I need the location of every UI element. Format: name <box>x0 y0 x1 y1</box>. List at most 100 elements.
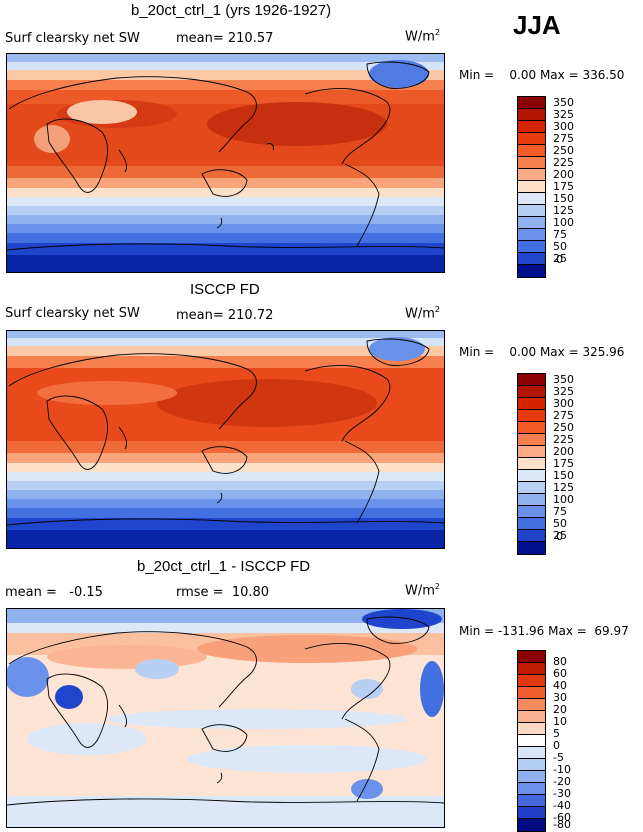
panel1-colorbar-tick: 125 <box>553 204 574 217</box>
panel3-colorbar-swatch <box>518 819 545 831</box>
panel1-colorbar-tick: 150 <box>553 192 574 205</box>
panel3-colorbar-swatch <box>518 771 545 783</box>
panel2-colorbar-tick: 0 <box>556 530 563 543</box>
panel1-minmax: Min = 0.00 Max = 336.50 <box>459 68 625 82</box>
panel2-colorbar-tick: 50 <box>553 517 567 530</box>
panel1-colorbar-swatch <box>518 217 545 229</box>
panel3-units: W/m2 <box>405 582 440 599</box>
panel1-colorbar-tick: 75 <box>553 228 567 241</box>
panel1-colorbar-tick: 250 <box>553 144 574 157</box>
panel2-colorbar-swatch <box>518 458 545 470</box>
panel2-colorbar-swatch <box>518 506 545 518</box>
panel1-units: W/m2 <box>405 28 440 45</box>
panel2-units: W/m2 <box>405 305 440 322</box>
panel3-rmse-label: rmse = 10.80 <box>176 585 270 600</box>
panel2-map <box>6 330 445 549</box>
panel1-colorbar-tick: 100 <box>553 216 574 229</box>
panel2-colorbar <box>517 373 546 555</box>
panel3-colorbar-tick: -80 <box>553 818 571 831</box>
panel2-colorbar-tick: 250 <box>553 421 574 434</box>
panel3-mean-label: mean = -0.15 <box>5 585 103 600</box>
panel1-colorbar <box>517 96 546 278</box>
panel1-colorbar-swatch <box>518 265 545 277</box>
panel2-colorbar-tick: 175 <box>553 457 574 470</box>
panel2-colorbar-swatch <box>518 422 545 434</box>
panel2-colorbar-swatch <box>518 470 545 482</box>
panel2-colorbar-tick: 25 <box>553 529 567 542</box>
panel2-colorbar-swatch <box>518 446 545 458</box>
panel1-colorbar-swatch <box>518 229 545 241</box>
panel2-colorbar-tick: 100 <box>553 493 574 506</box>
panel2-colorbar-tick: 125 <box>553 481 574 494</box>
panel2-variable-label: Surf clearsky net SW <box>5 306 140 321</box>
panel2-colorbar-swatch <box>518 542 545 554</box>
panel3-colorbar-tick: 40 <box>553 679 567 692</box>
panel3-colorbar-swatch <box>518 675 545 687</box>
panel2-colorbar-swatch <box>518 386 545 398</box>
panel1-colorbar-swatch <box>518 205 545 217</box>
panel3-colorbar-tick: -10 <box>553 763 571 776</box>
panel1-colorbar-tick: 50 <box>553 240 567 253</box>
panel1-colorbar-tick: 200 <box>553 168 574 181</box>
panel1-colorbar-tick: 0 <box>556 253 563 266</box>
panel3-colorbar-tick: 20 <box>553 703 567 716</box>
panel3-colorbar-swatch <box>518 795 545 807</box>
panel1-colorbar-tick: 325 <box>553 108 574 121</box>
panel1-colorbar-swatch <box>518 253 545 265</box>
panel1-colorbar-swatch <box>518 97 545 109</box>
panel3-colorbar-tick: 60 <box>553 667 567 680</box>
panel3-colorbar-swatch <box>518 711 545 723</box>
panel2-colorbar-tick: 225 <box>553 433 574 446</box>
panel3-colorbar-swatch <box>518 735 545 747</box>
panel1-colorbar-swatch <box>518 241 545 253</box>
panel3-colorbar-tick: -20 <box>553 775 571 788</box>
panel3-colorbar-tick: -30 <box>553 787 571 800</box>
panel2-colorbar-swatch <box>518 530 545 542</box>
panel3-colorbar <box>517 650 546 832</box>
panel2-colorbar-swatch <box>518 410 545 422</box>
panel3-colorbar-swatch <box>518 759 545 771</box>
panel2-colorbar-swatch <box>518 398 545 410</box>
panel1-map <box>6 53 445 273</box>
panel2-colorbar-swatch <box>518 518 545 530</box>
panel2-colorbar-tick: 325 <box>553 385 574 398</box>
panel2-colorbar-swatch <box>518 434 545 446</box>
panel3-colorbar-swatch <box>518 663 545 675</box>
panel1-variable-label: Surf clearsky net SW <box>5 31 140 46</box>
panel1-colorbar-swatch <box>518 157 545 169</box>
panel3-colorbar-swatch <box>518 723 545 735</box>
season-label: JJA <box>513 10 561 40</box>
panel3-colorbar-swatch <box>518 687 545 699</box>
panel1-colorbar-swatch <box>518 193 545 205</box>
panel1-colorbar-tick: 225 <box>553 156 574 169</box>
panel1-colorbar-swatch <box>518 169 545 181</box>
panel1-colorbar-swatch <box>518 121 545 133</box>
panel3-map <box>6 608 445 828</box>
panel1-colorbar-swatch <box>518 181 545 193</box>
panel3-colorbar-tick: 0 <box>553 739 560 752</box>
panel2-title: ISCCP FD <box>190 281 260 298</box>
panel1-colorbar-tick: 25 <box>553 252 567 265</box>
panel3-colorbar-tick: -40 <box>553 799 571 812</box>
panel2-colorbar-swatch <box>518 482 545 494</box>
panel1-colorbar-swatch <box>518 109 545 121</box>
panel3-colorbar-tick: -5 <box>553 751 564 764</box>
panel3-title: b_20ct_ctrl_1 - ISCCP FD <box>137 558 311 575</box>
panel1-colorbar-swatch <box>518 133 545 145</box>
panel2-colorbar-tick: 300 <box>553 397 574 410</box>
panel1-mean-label: mean= 210.57 <box>176 31 274 46</box>
panel3-colorbar-swatch <box>518 699 545 711</box>
panel2-colorbar-tick: 275 <box>553 409 574 422</box>
panel1-colorbar-swatch <box>518 145 545 157</box>
panel1-colorbar-tick: 275 <box>553 132 574 145</box>
panel3-colorbar-swatch <box>518 651 545 663</box>
panel2-colorbar-tick: 200 <box>553 445 574 458</box>
panel2-colorbar-tick: 75 <box>553 505 567 518</box>
panel3-colorbar-swatch <box>518 783 545 795</box>
panel2-colorbar-tick: 350 <box>553 373 574 386</box>
panel3-colorbar-tick: 10 <box>553 715 567 728</box>
panel3-minmax: Min = -131.96 Max = 69.97 <box>459 624 629 638</box>
panel3-colorbar-swatch <box>518 747 545 759</box>
panel2-colorbar-swatch <box>518 374 545 386</box>
panel3-colorbar-tick: 30 <box>553 691 567 704</box>
